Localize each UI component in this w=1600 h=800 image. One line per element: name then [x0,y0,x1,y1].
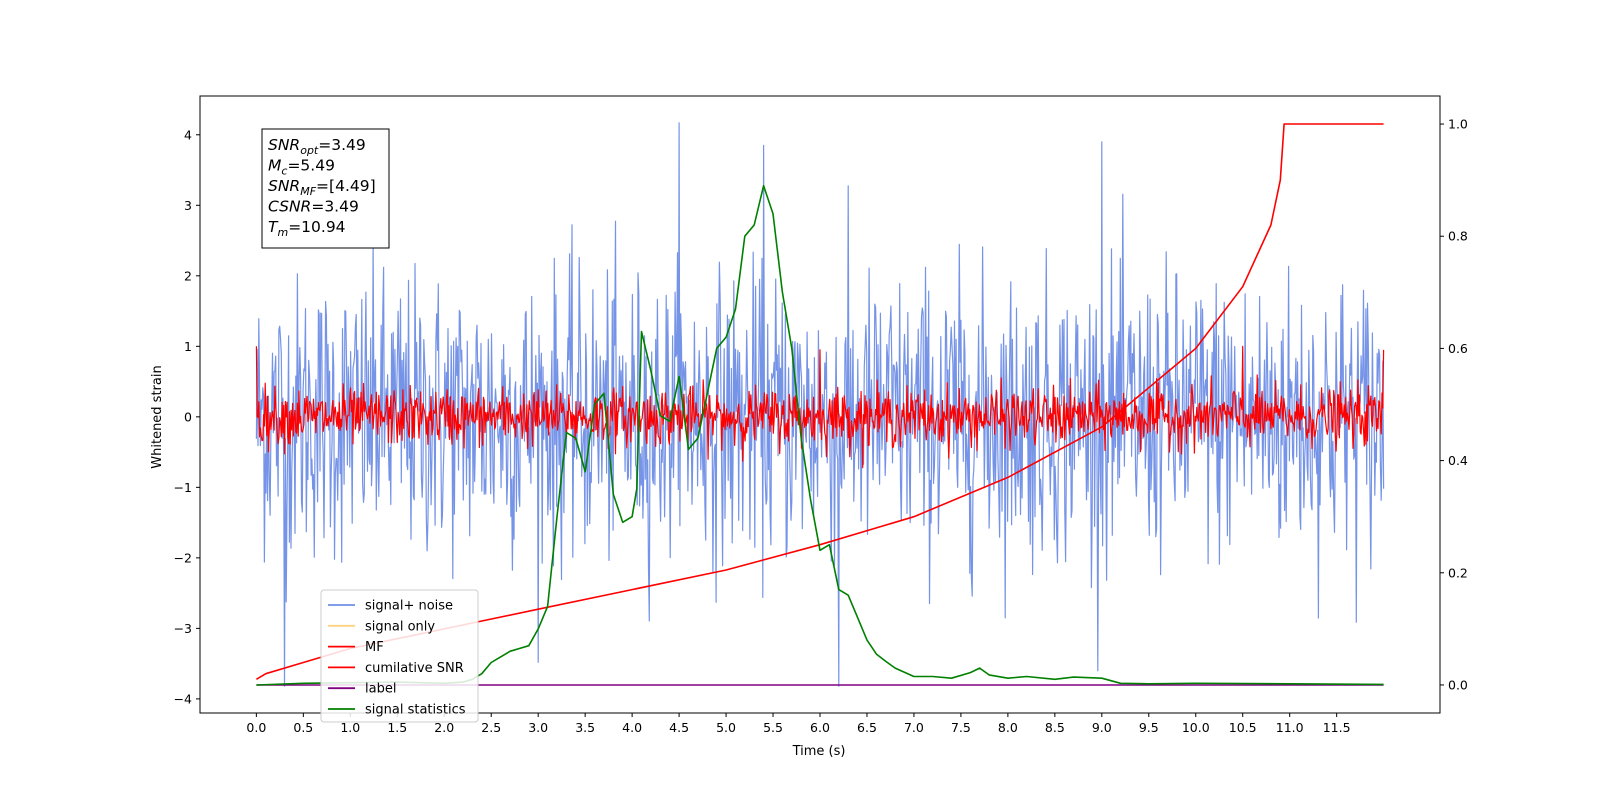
legend-frame [320,589,479,723]
x-axis-label: Time (s) [792,744,846,759]
legend-label: MF [365,640,384,655]
y-tick-label-left: 3 [184,198,192,213]
x-tick-label: 5.5 [763,720,783,735]
annotation-line: SNRMF=[4.49] [268,177,376,198]
x-tick-label: 6.5 [857,720,877,735]
y-tick-label-left: −1 [174,480,192,495]
x-tick-label: 7.0 [904,720,924,735]
series-line-signal-statistics [256,184,1384,686]
x-tick-label: 7.5 [951,720,971,735]
x-tick-label: 0.0 [246,720,266,735]
x-tick-label: 2.5 [481,720,501,735]
x-tick-label: 3.5 [575,720,595,735]
y-tick-label-right: 0.8 [1448,229,1468,244]
x-tick-label: 10.0 [1182,720,1210,735]
y-tick-label-right: 0.6 [1448,341,1468,356]
legend-label: signal only [365,619,435,634]
annotation-line: Mc=5.49 [268,157,335,178]
y-tick-label-left: 4 [184,127,192,142]
y-tick-label-left: 0 [184,409,192,424]
legend-entries: signal+ noise signal only MF cumilative SNR… [328,599,466,718]
y-tick-label-right: 0.4 [1448,453,1468,468]
legend-label: signal+ noise [365,599,453,614]
x-tick-label: 1.5 [387,720,407,735]
legend-label: signal statistics [365,703,466,718]
y-tick-label-left: −2 [174,550,192,565]
legend-label: cumilative SNR [365,661,464,676]
annotation-line: Tm=10.94 [268,218,346,239]
axes: 0.0 0.5 1.0 1.5 2.0 2.5 3.0 3.5 4.0 4.5 5.0 5.5 6.0 6… [174,95,1468,735]
y-tick-label-right: 0.0 [1448,677,1468,692]
x-tick-label: 4.5 [669,720,689,735]
x-tick-label: 5.0 [716,720,736,735]
x-tick-label: 2.0 [434,720,454,735]
x-tick-label: 3.0 [528,720,548,735]
x-tick-label: 6.0 [810,720,830,735]
y-axis-label: Whitened strain [150,365,165,468]
annotation-frame [261,128,390,249]
x-tick-label: 8.5 [1045,720,1065,735]
x-tick-label: 11.0 [1276,720,1304,735]
legend-label: label [365,682,396,697]
x-tick-label: 0.5 [293,720,313,735]
x-tick-label: 10.5 [1229,720,1257,735]
y-tick-label-left: 1 [184,339,192,354]
annotation-line: SNRopt=3.49 [268,136,366,157]
series-line-mf [255,345,1385,469]
x-tick-label: 8.0 [998,720,1018,735]
x-tick-label: 4.0 [622,720,642,735]
y-tick-label-right: 1.0 [1448,117,1468,132]
x-tick-label: 11.5 [1323,720,1351,735]
y-tick-label-left: 2 [184,268,192,283]
series-line-signal-noise [255,122,1385,687]
y-tick-label-right: 0.2 [1448,565,1468,580]
annotation-line: CSNR=3.49 [268,198,359,216]
y-tick-label-left: −3 [174,621,192,636]
x-tick-label: 9.0 [1092,720,1112,735]
y-tick-label-left: −4 [174,691,192,706]
x-tick-label: 1.0 [340,720,360,735]
x-tick-label: 9.5 [1139,720,1159,735]
legend: signal+ noise signal only MF cumilative SNR… [320,589,479,723]
